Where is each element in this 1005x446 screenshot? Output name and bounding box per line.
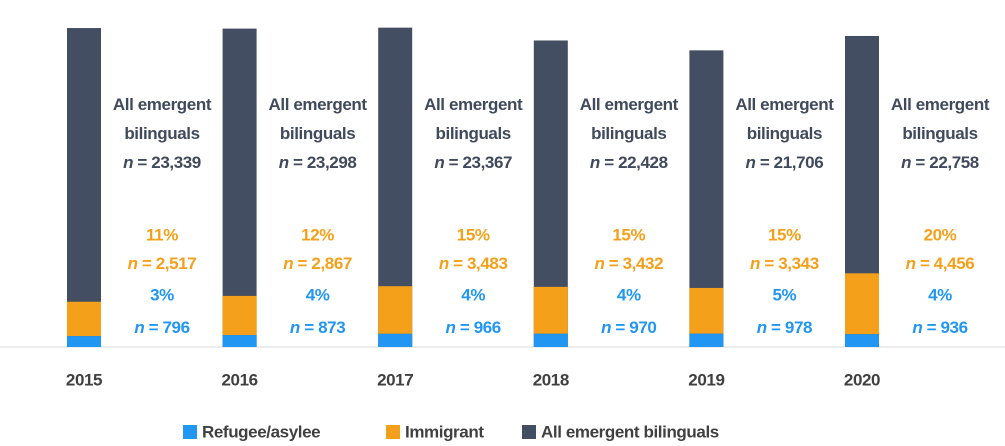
total-value-label: n = 23,339 <box>123 153 201 172</box>
immigrant-percent-label: 11% <box>146 225 178 244</box>
bar-immigrant <box>845 273 879 335</box>
refugee-percent-label: 5% <box>773 285 797 304</box>
bar-total <box>222 28 257 348</box>
immigrant-value-label: n = 2,517 <box>128 254 197 273</box>
refugee-percent-label: 4% <box>461 285 485 304</box>
immigrant-percent-label: 15% <box>457 225 490 244</box>
total-label: All emergent bilinguals <box>424 95 523 143</box>
bar-immigrant <box>689 287 724 334</box>
immigrant-percent-label: 20% <box>924 225 957 244</box>
legend-swatch <box>386 425 400 439</box>
immigrant-value-label: n = 3,483 <box>439 254 508 273</box>
total-label: All emergent bilinguals <box>891 95 990 143</box>
refugee-value-label: n = 873 <box>290 318 345 337</box>
immigrant-value-label: n = 3,343 <box>750 254 819 273</box>
refugee-value-label: n = 936 <box>912 318 967 337</box>
immigrant-percent-label: 12% <box>301 225 334 244</box>
refugee-percent-label: 4% <box>306 285 330 304</box>
x-tick-label: 2017 <box>377 370 413 389</box>
x-tick-label: 2019 <box>688 370 724 389</box>
x-tick-label: 2016 <box>221 370 257 389</box>
legend-label: All emergent bilinguals <box>541 422 719 441</box>
bar-refugee <box>845 334 879 347</box>
bar-immigrant <box>222 295 257 336</box>
legend-label: Immigrant <box>405 422 484 441</box>
total-value-label: n = 23,298 <box>279 153 357 172</box>
refugee-value-label: n = 978 <box>757 318 812 337</box>
refugee-percent-label: 3% <box>150 285 174 304</box>
immigrant-value-label: n = 4,456 <box>906 254 975 273</box>
x-tick-label: 2020 <box>844 370 880 389</box>
total-label: All emergent bilinguals <box>113 95 212 143</box>
bar-immigrant <box>67 301 101 337</box>
bar-refugee <box>222 335 257 347</box>
immigrant-percent-label: 15% <box>612 225 645 244</box>
refugee-percent-label: 4% <box>928 285 952 304</box>
total-label: All emergent bilinguals <box>580 95 679 143</box>
refugee-percent-label: 4% <box>617 285 641 304</box>
legend-label: Refugee/asylee <box>202 422 320 441</box>
bar-refugee <box>378 333 413 347</box>
immigrant-value-label: n = 2,867 <box>283 254 352 273</box>
legend-swatch <box>522 425 536 439</box>
x-tick-label: 2018 <box>533 370 569 389</box>
bar-refugee <box>67 336 101 347</box>
immigrant-value-label: n = 3,432 <box>594 254 663 273</box>
x-tick-label: 2015 <box>66 370 102 389</box>
immigrant-percent-label: 15% <box>768 225 801 244</box>
bar-refugee <box>533 333 568 347</box>
total-value-label: n = 23,367 <box>434 153 512 172</box>
total-value-label: n = 22,758 <box>901 153 979 172</box>
total-value-label: n = 21,706 <box>746 153 824 172</box>
legend-swatch <box>183 425 197 439</box>
refugee-value-label: n = 966 <box>446 318 501 337</box>
refugee-value-label: n = 970 <box>601 318 656 337</box>
bar-refugee <box>689 333 724 347</box>
total-value-label: n = 22,428 <box>590 153 668 172</box>
total-label: All emergent bilinguals <box>269 95 368 143</box>
bar-total <box>67 28 101 348</box>
bar-immigrant <box>378 286 413 334</box>
bar-immigrant <box>533 286 568 334</box>
total-label: All emergent bilinguals <box>735 95 834 143</box>
refugee-value-label: n = 796 <box>134 318 189 337</box>
